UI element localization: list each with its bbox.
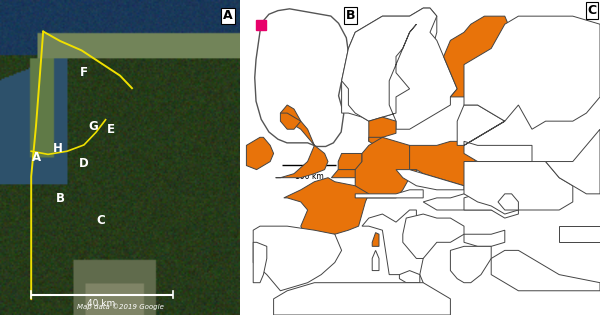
Polygon shape: [341, 8, 437, 121]
Polygon shape: [396, 169, 464, 190]
Polygon shape: [372, 232, 379, 246]
Polygon shape: [355, 190, 423, 198]
Polygon shape: [372, 250, 379, 271]
Polygon shape: [464, 162, 573, 214]
Text: F: F: [80, 66, 88, 79]
Polygon shape: [410, 141, 478, 186]
Polygon shape: [331, 169, 362, 178]
Polygon shape: [451, 246, 491, 283]
Polygon shape: [464, 230, 505, 246]
Polygon shape: [253, 242, 267, 283]
Polygon shape: [423, 194, 518, 214]
Polygon shape: [369, 117, 396, 141]
Text: A: A: [223, 9, 233, 22]
Polygon shape: [284, 178, 369, 234]
Polygon shape: [464, 141, 532, 162]
Polygon shape: [545, 129, 600, 194]
Polygon shape: [443, 16, 518, 97]
Polygon shape: [247, 137, 274, 169]
Polygon shape: [274, 283, 451, 315]
Text: B: B: [56, 192, 65, 205]
Polygon shape: [400, 271, 420, 283]
Polygon shape: [403, 214, 464, 259]
Polygon shape: [255, 9, 349, 146]
Polygon shape: [491, 250, 600, 291]
Polygon shape: [341, 8, 457, 129]
Text: E: E: [106, 123, 115, 136]
Polygon shape: [498, 194, 518, 210]
Polygon shape: [559, 226, 600, 242]
Text: C: C: [587, 4, 596, 17]
Polygon shape: [355, 137, 416, 198]
Text: 40 km: 40 km: [86, 299, 115, 308]
Polygon shape: [355, 178, 359, 182]
Text: B: B: [346, 9, 355, 22]
Polygon shape: [457, 105, 505, 146]
Polygon shape: [362, 210, 423, 291]
Text: Map data ©2019 Google: Map data ©2019 Google: [77, 304, 163, 310]
Text: C: C: [97, 214, 105, 227]
Text: 100 km: 100 km: [295, 172, 323, 181]
Polygon shape: [280, 113, 301, 129]
Polygon shape: [253, 226, 341, 291]
Polygon shape: [464, 194, 518, 218]
Polygon shape: [369, 137, 382, 146]
Polygon shape: [464, 16, 600, 146]
Text: G: G: [89, 119, 98, 133]
Polygon shape: [338, 153, 362, 169]
Text: D: D: [79, 157, 89, 170]
Text: H: H: [53, 141, 62, 155]
Text: A: A: [31, 151, 41, 164]
Polygon shape: [275, 105, 328, 178]
